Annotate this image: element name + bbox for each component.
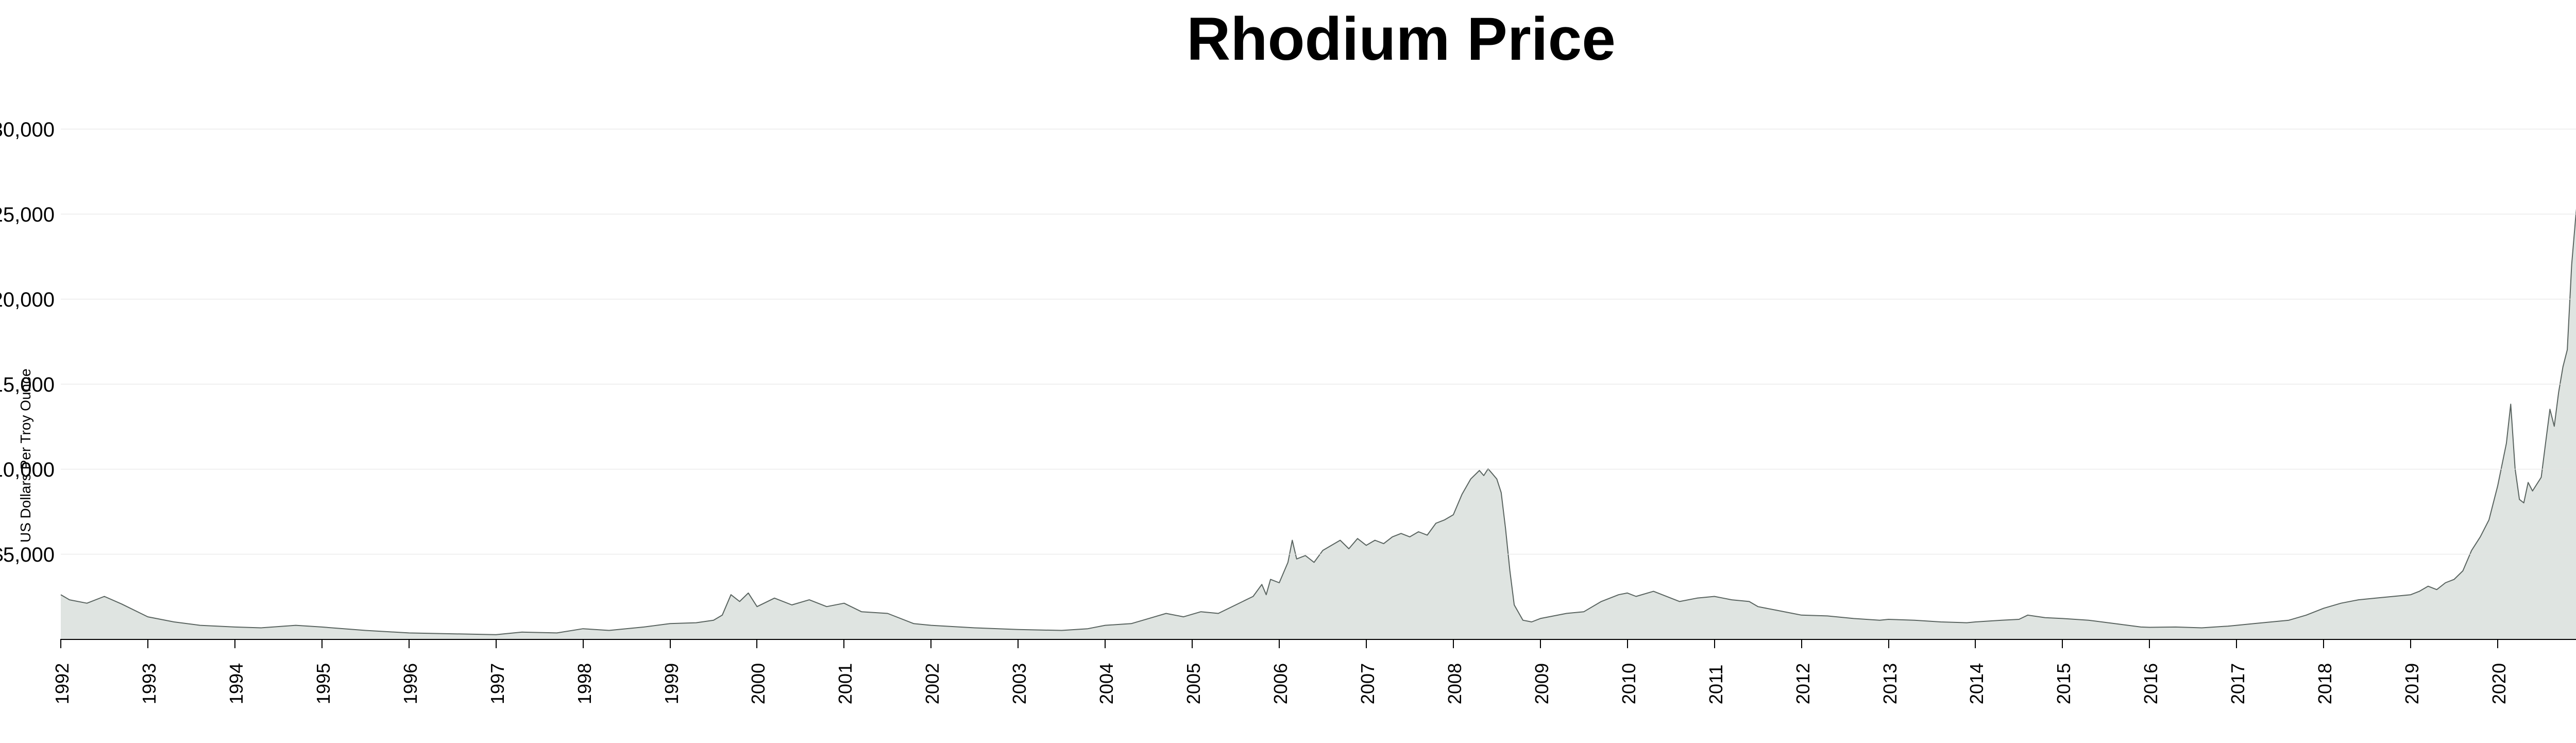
x-tick: [496, 639, 497, 648]
series-svg: [61, 103, 2576, 639]
x-tick: [583, 639, 584, 648]
x-tick: [2410, 639, 2411, 648]
x-tick-label: 1997: [487, 663, 509, 704]
x-tick: [321, 639, 323, 648]
x-tick: [1279, 639, 1280, 648]
x-tick-label: 2013: [1879, 663, 1901, 704]
plot-area: [61, 103, 2576, 640]
x-tick: [1105, 639, 1106, 648]
x-tick-label: 2020: [2488, 663, 2510, 704]
x-tick: [1714, 639, 1715, 648]
y-tick-label-left: $10,000: [0, 459, 55, 482]
series-area: [61, 132, 2576, 639]
x-tick: [1801, 639, 1802, 648]
x-tick-label: 1998: [574, 663, 596, 704]
x-tick: [1975, 639, 1976, 648]
chart-title: Rhodium Price: [0, 4, 2576, 74]
x-tick: [756, 639, 757, 648]
x-tick: [2062, 639, 2063, 648]
x-tick-label: 1992: [52, 663, 73, 704]
y-tick-label-left: $30,000: [0, 119, 55, 142]
x-tick-label: 2001: [835, 663, 856, 704]
x-tick: [234, 639, 235, 648]
y-tick-label-left: $15,000: [0, 374, 55, 397]
x-tick-label: 1993: [139, 663, 160, 704]
x-tick-label: 2007: [1357, 663, 1379, 704]
x-tick: [930, 639, 931, 648]
x-tick-label: 1996: [400, 663, 421, 704]
x-tick-label: 2016: [2140, 663, 2162, 704]
x-tick-label: 2014: [1966, 663, 1988, 704]
x-tick-label: 2017: [2227, 663, 2249, 704]
x-tick: [147, 639, 148, 648]
x-tick: [1888, 639, 1889, 648]
x-tick-label: 2011: [1705, 665, 1727, 704]
x-tick: [843, 639, 844, 648]
x-tick-label: 2000: [748, 663, 769, 704]
x-tick: [2236, 639, 2237, 648]
x-tick: [2497, 639, 2498, 648]
x-tick: [2149, 639, 2150, 648]
x-tick-label: 2006: [1270, 663, 1292, 704]
x-tick-label: 2009: [1531, 663, 1553, 704]
x-tick-label: 2015: [2053, 663, 2075, 704]
x-tick-label: 1995: [313, 663, 334, 704]
x-tick: [409, 639, 410, 648]
y-tick-label-left: $25,000: [0, 204, 55, 227]
x-tick-label: 1994: [226, 663, 247, 704]
x-tick: [670, 639, 671, 648]
x-tick-label: 2004: [1096, 663, 1117, 704]
chart-container: Rhodium Price US Dollars Per Troy Ounce …: [0, 0, 2576, 743]
x-tick: [1540, 639, 1541, 648]
y-tick-label-left: $5,000: [0, 544, 55, 567]
x-tick: [1627, 639, 1628, 648]
x-tick: [1366, 639, 1367, 648]
x-tick-label: 2019: [2401, 663, 2423, 704]
x-tick-label: 2008: [1444, 663, 1466, 704]
y-tick-label-left: $20,000: [0, 289, 55, 312]
x-tick-label: 2002: [922, 663, 943, 704]
x-tick-label: 2003: [1009, 663, 1030, 704]
x-tick-label: 2010: [1618, 663, 1640, 704]
x-tick-label: 2012: [1792, 663, 1814, 704]
x-tick-label: 2005: [1183, 663, 1205, 704]
x-tick-label: 1999: [661, 663, 683, 704]
x-tick: [1453, 639, 1454, 648]
x-tick: [1192, 639, 1193, 648]
x-tick: [1018, 639, 1019, 648]
x-tick: [60, 639, 61, 648]
x-tick: [2323, 639, 2324, 648]
x-tick-label: 2018: [2314, 663, 2336, 704]
